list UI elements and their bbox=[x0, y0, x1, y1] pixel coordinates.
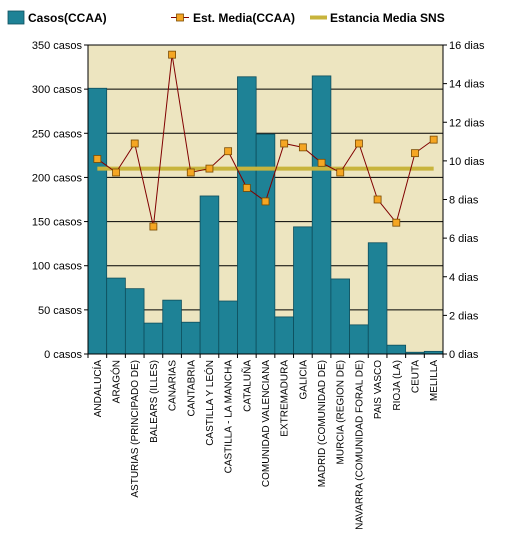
left-tick-label: 350 casos bbox=[32, 40, 83, 52]
bar bbox=[218, 300, 238, 355]
category-label: CEUTA bbox=[410, 360, 421, 393]
bars bbox=[87, 75, 444, 355]
est-media-line-group bbox=[93, 50, 438, 231]
right-tick-label: 12 dias bbox=[449, 117, 485, 129]
category-label: NAVARRA (COMUNIDAD FORAL DE) bbox=[354, 360, 365, 530]
category-label: ANDALUCÍA bbox=[91, 360, 104, 418]
est-media-point bbox=[93, 155, 102, 163]
left-tick-label: 200 casos bbox=[32, 172, 83, 184]
right-tick-label: 10 dias bbox=[449, 156, 485, 168]
right-tick-label: 16 dias bbox=[449, 40, 485, 52]
category-label: RIOJA (LA) bbox=[392, 360, 403, 411]
est-media-point bbox=[373, 195, 382, 204]
legend-label-casos: Casos(CCAA) bbox=[28, 11, 107, 25]
bar bbox=[386, 344, 407, 355]
category-label: CANTABRIA bbox=[186, 360, 197, 417]
right-tick-label: 0 dias bbox=[449, 349, 479, 361]
bar bbox=[237, 76, 257, 355]
category-label: BALEARS (ILLES) bbox=[149, 360, 160, 443]
legend-marker-est-media bbox=[176, 13, 184, 22]
category-label: EXTREMADURA bbox=[280, 360, 291, 437]
est-media-point bbox=[429, 135, 438, 144]
category-label: PAIS VASCO bbox=[373, 360, 384, 419]
est-media-point bbox=[130, 139, 139, 148]
legend-label-sns: Estancia Media SNS bbox=[330, 11, 445, 25]
est-media-point bbox=[392, 218, 401, 227]
bar bbox=[274, 316, 294, 355]
est-media-point bbox=[186, 168, 195, 177]
left-tick-label: 300 casos bbox=[32, 84, 83, 96]
bar bbox=[311, 75, 332, 355]
category-label: CASTILLA - LA MANCHA bbox=[224, 360, 235, 474]
category-label: ARAGÓN bbox=[110, 360, 123, 403]
right-tick-label: 2 dias bbox=[449, 310, 479, 322]
left-tick-label: 250 casos bbox=[32, 128, 83, 140]
category-label: MELILLA bbox=[429, 360, 440, 401]
right-tick-label: 6 dias bbox=[449, 233, 479, 245]
category-label: CANARIAS bbox=[168, 360, 179, 411]
est-media-point bbox=[336, 168, 345, 177]
bar bbox=[181, 321, 201, 355]
legend-swatch-casos bbox=[7, 10, 25, 25]
legend: Casos(CCAA) Est. Media(CCAA) Estancia Me… bbox=[7, 10, 445, 25]
bar bbox=[330, 278, 350, 355]
est-media-point bbox=[205, 164, 214, 173]
right-tick-label: 14 dias bbox=[449, 79, 485, 91]
est-media-point bbox=[261, 197, 270, 206]
est-media-point bbox=[168, 50, 176, 59]
bar bbox=[143, 322, 164, 355]
legend-label-est-media: Est. Media(CCAA) bbox=[193, 11, 295, 25]
category-label: MURCIA (REGION DE) bbox=[336, 360, 347, 464]
est-media-point bbox=[411, 149, 419, 158]
category-label: COMUNIDAD VALENCIANA bbox=[261, 360, 272, 487]
est-media-point bbox=[242, 184, 251, 192]
est-media-point bbox=[355, 139, 363, 148]
left-tick-label: 150 casos bbox=[32, 217, 83, 229]
category-label: ASTURIAS (PRINCIPADO DE) bbox=[130, 360, 141, 498]
right-axis-ticks: 0 dias 2 dias 4 dias 6 dias 8 dias 10 dias 12 … bbox=[443, 40, 485, 361]
est-media-point bbox=[112, 168, 120, 177]
left-tick-label: 0 casos bbox=[44, 349, 82, 361]
category-label: CASTILLA Y LEÓN bbox=[203, 360, 216, 446]
bar bbox=[162, 299, 182, 355]
category-label: GALICIA bbox=[298, 360, 309, 400]
bar bbox=[106, 277, 126, 355]
left-tick-label: 50 casos bbox=[38, 305, 83, 317]
bar bbox=[87, 87, 108, 355]
category-labels: ANDALUCÍA ARAGÓN ASTURIAS (PRINCIPADO DE) B… bbox=[87, 354, 444, 530]
est-media-point bbox=[317, 158, 326, 167]
category-label: MADRID (COMUNIDAD DE) bbox=[317, 360, 328, 487]
est-media-point bbox=[298, 143, 307, 152]
bar bbox=[349, 324, 369, 355]
est-media-point bbox=[149, 222, 158, 231]
left-tick-label: 100 casos bbox=[32, 261, 83, 273]
bar bbox=[199, 195, 220, 355]
bar bbox=[367, 242, 388, 355]
right-tick-label: 4 dias bbox=[449, 272, 479, 284]
est-media-point bbox=[224, 147, 233, 156]
bar bbox=[293, 226, 313, 355]
bar bbox=[124, 288, 145, 355]
right-tick-label: 8 dias bbox=[449, 195, 479, 207]
est-media-point bbox=[280, 139, 289, 148]
left-axis-ticks: 0 casos 50 casos 100 casos 150 casos 200 cas… bbox=[32, 40, 88, 361]
category-label: CATALUÑA bbox=[240, 360, 253, 412]
